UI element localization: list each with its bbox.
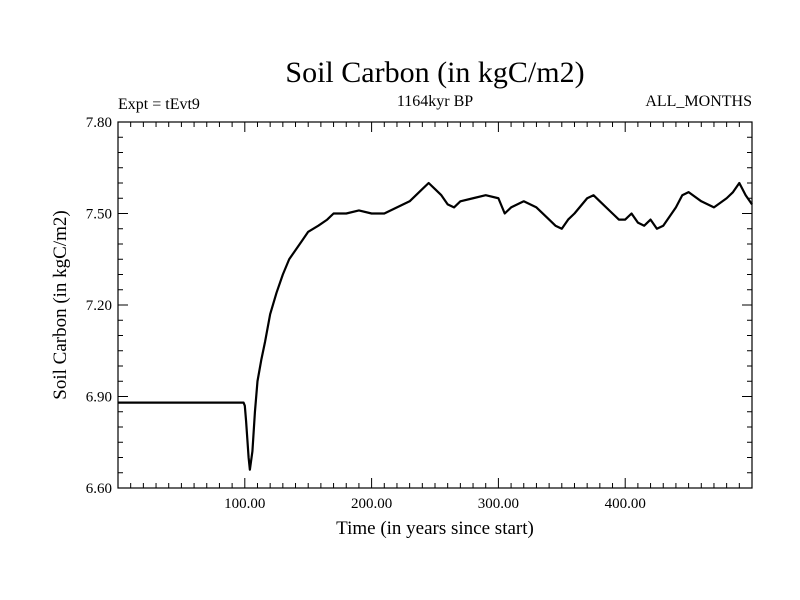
plot-frame [117, 121, 753, 489]
y-tick-label: 7.80 [86, 115, 112, 131]
x-tick-label: 100.00 [224, 496, 265, 512]
x-tick-label: 300.00 [478, 496, 519, 512]
tick-label-group: 100.00 200.00 300.00 400.00 6.60 6.90 7.20 7.50… [86, 115, 646, 512]
experiment-label: Expt = tEvt9 [118, 96, 200, 113]
x-tick-label: 400.00 [605, 496, 646, 512]
chart-title: Soil Carbon (in kgC/m2) [285, 56, 584, 89]
y-tick-label: 6.60 [86, 481, 112, 497]
months-label: ALL_MONTHS [645, 93, 752, 110]
soil-carbon-line [118, 181, 753, 471]
y-tick-label: 7.20 [86, 298, 112, 314]
x-tick-label: 200.00 [351, 496, 392, 512]
y-tick-label: 7.50 [86, 207, 112, 223]
y-tick-label: 6.90 [86, 390, 112, 406]
tick-group [118, 122, 752, 488]
period-label: 1164kyr BP [397, 93, 473, 110]
y-axis-label: Soil Carbon (in kgC/m2) [50, 210, 71, 399]
x-axis-label: Time (in years since start) [336, 518, 534, 539]
